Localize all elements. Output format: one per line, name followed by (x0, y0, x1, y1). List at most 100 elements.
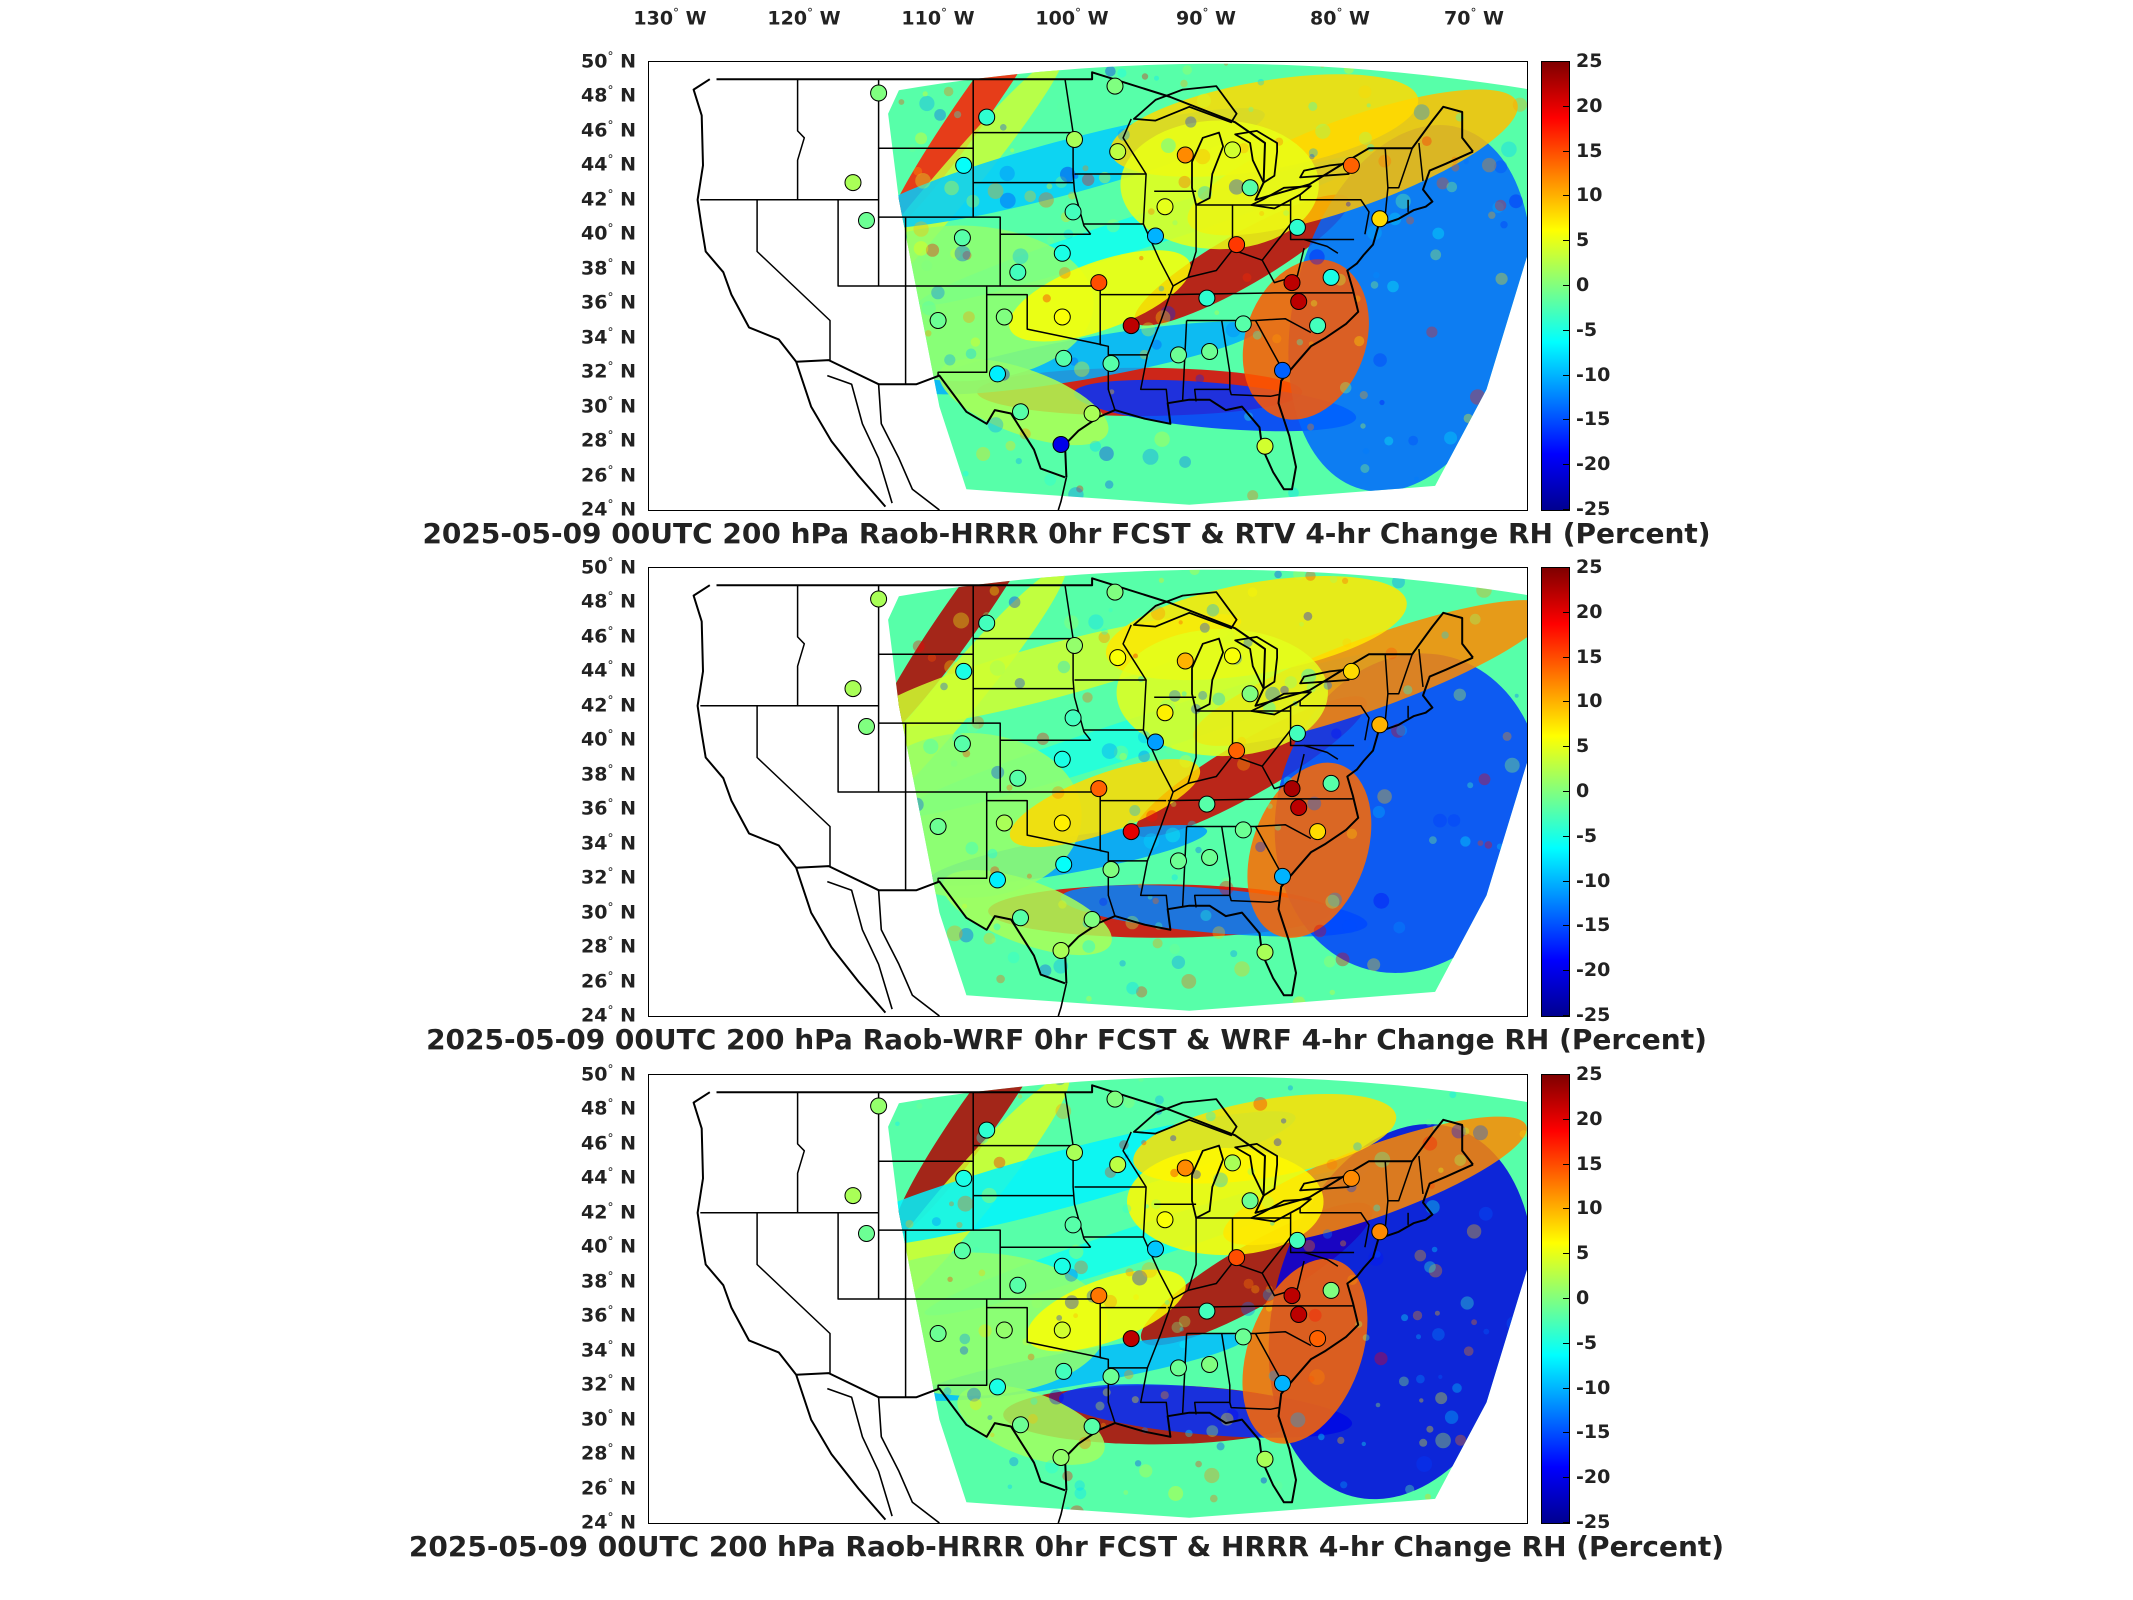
colorbar-tick-label: 10 (1576, 1197, 1603, 1220)
field-band (957, 1384, 1105, 1465)
field-speckle (1515, 322, 1527, 335)
latitude-hemisphere: N (613, 1201, 636, 1224)
field-speckle (1179, 1327, 1184, 1332)
raob-station-marker (1170, 1359, 1187, 1377)
field-speckle (1101, 628, 1108, 635)
field-speckle (726, 991, 735, 1000)
field-speckle (1438, 1374, 1443, 1379)
latitude-value: 48 (581, 591, 608, 614)
latitude-label: 38° N (566, 256, 636, 279)
field-speckle (1272, 334, 1282, 344)
field-speckle (888, 1402, 892, 1413)
field-speckle (673, 445, 685, 457)
state-boundary (1387, 653, 1413, 695)
raob-station-marker (1106, 77, 1124, 95)
map-panel-3: 50° N 48° N 46° N 44° N 42° N 40° N 38° N 36° N… (0, 1062, 2133, 1574)
field-speckle (1449, 1091, 1457, 1099)
raob-station-marker (1234, 821, 1252, 839)
mexico-west-coastline (877, 1397, 940, 1523)
field-speckle (765, 1397, 775, 1407)
field-speckle (1346, 828, 1358, 839)
field-speckle (1122, 1204, 1132, 1213)
field-speckle (1187, 820, 1197, 830)
field-speckle (653, 228, 665, 240)
latitude-label: 32° N (566, 865, 636, 888)
field-speckle (1392, 1002, 1401, 1011)
field-speckle (993, 1156, 1006, 1169)
field-speckle (1478, 1206, 1493, 1221)
field-speckle (774, 661, 780, 667)
field-speckle (1126, 981, 1139, 995)
field-speckle (1257, 78, 1265, 86)
field-speckle (1168, 1486, 1184, 1501)
degree-symbol: ° (607, 589, 614, 604)
latitude-label: 34° N (566, 1338, 636, 1361)
raob-station-marker (1274, 361, 1291, 379)
field-speckle (1101, 743, 1118, 759)
field-speckle (761, 659, 769, 667)
colorbar-tick-mark (1563, 1477, 1569, 1479)
latitude-value: 38 (581, 257, 608, 280)
field-speckle (855, 1466, 867, 1478)
field-speckle (1138, 676, 1144, 683)
state-boundary (1099, 286, 1116, 411)
raob-station-marker (1288, 724, 1306, 742)
field-speckle (983, 932, 996, 945)
field-speckle (973, 1246, 980, 1253)
latitude-label: 42° N (566, 693, 636, 716)
field-speckle (888, 98, 891, 106)
raob-station-marker (1283, 780, 1301, 798)
raob-station-marker (995, 814, 1013, 832)
field-speckle (1042, 294, 1051, 303)
baja-coastline (827, 374, 893, 504)
state-boundary (937, 1299, 988, 1389)
field-speckle (1074, 1487, 1087, 1500)
field-speckle (1172, 220, 1178, 226)
degree-symbol: ° (607, 1003, 614, 1018)
raob-station-marker (1283, 274, 1301, 292)
raob-station-marker (1290, 293, 1308, 310)
field-speckle (921, 301, 936, 316)
field-speckle (959, 1333, 971, 1345)
field-speckle (1117, 68, 1127, 78)
field-speckle (858, 1509, 865, 1516)
panel-title: 2025-05-09 00UTC 200 hPa Raob-HRRR 0hr F… (422, 517, 1711, 550)
latitude-value: 30 (581, 395, 608, 418)
colorbar-tick-mark (1563, 567, 1569, 568)
field-speckle (1178, 620, 1183, 625)
field-speckle (767, 257, 783, 273)
field-speckle (688, 1244, 701, 1257)
field-speckle (733, 711, 745, 723)
field-speckle (795, 404, 805, 414)
field-speckle (747, 207, 763, 223)
field-speckle (1342, 638, 1352, 648)
longitude-value: 90 (1175, 7, 1203, 30)
colorbar-tick-mark (1563, 419, 1569, 421)
field-speckle (940, 682, 948, 691)
field-speckle (740, 426, 750, 436)
raob-station-marker (1342, 662, 1360, 680)
degree-symbol: ° (607, 256, 614, 271)
field-speckle (762, 1132, 770, 1140)
field-speckle (978, 1269, 986, 1277)
latitude-value: 36 (581, 1304, 608, 1327)
field-speckle (735, 722, 745, 732)
raob-station-marker (844, 680, 862, 698)
field-speckle (1358, 85, 1372, 99)
degree-symbol: ° (607, 428, 614, 443)
degree-symbol: ° (607, 325, 614, 340)
field-speckle (1494, 1512, 1503, 1518)
field-speckle (1142, 448, 1159, 465)
field-speckle (755, 765, 764, 774)
field-speckle (714, 735, 726, 747)
mexico-east-coastline (1057, 1490, 1068, 1523)
field-speckle (1395, 193, 1411, 209)
field-speckle (1017, 1094, 1023, 1099)
field-speckle (1171, 1321, 1183, 1333)
west-coastline (692, 584, 887, 1014)
state-boundary (1099, 792, 1116, 917)
field-speckle (987, 417, 1004, 433)
field-speckle (1373, 353, 1387, 367)
field-speckle (1318, 1433, 1325, 1441)
field-speckle (905, 1220, 914, 1228)
